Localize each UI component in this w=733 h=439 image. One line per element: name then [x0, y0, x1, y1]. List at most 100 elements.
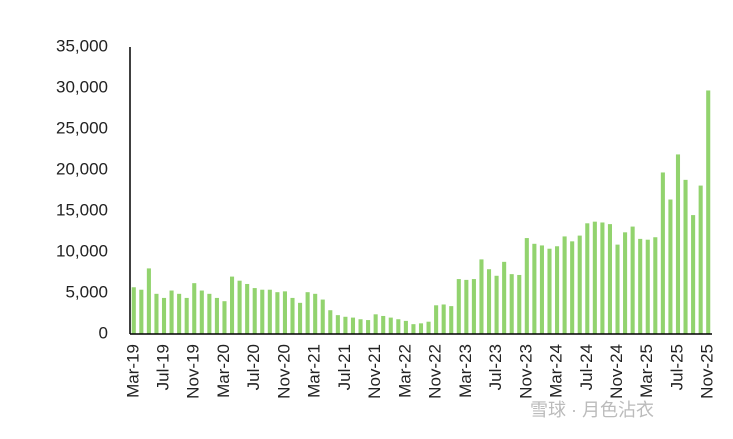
x-tick-label: Nov-22 — [426, 344, 445, 399]
y-tick-label: 15,000 — [56, 200, 108, 219]
bar — [539, 245, 544, 334]
bar — [479, 259, 484, 334]
x-tick-label: Mar-23 — [456, 344, 475, 398]
bar — [335, 315, 340, 334]
x-tick-label: Nov-23 — [516, 344, 535, 399]
bar — [131, 287, 136, 334]
bar — [343, 316, 348, 334]
y-tick-label: 25,000 — [56, 118, 108, 137]
bar — [426, 321, 431, 334]
bar — [282, 291, 287, 334]
bar — [411, 324, 416, 334]
bar — [184, 297, 189, 334]
x-tick-label: Jul-23 — [486, 344, 505, 390]
bar — [434, 305, 439, 334]
y-tick-label: 5,000 — [65, 282, 108, 301]
bar — [388, 317, 393, 334]
bar — [177, 293, 182, 334]
bar — [290, 297, 295, 334]
bar — [313, 293, 318, 334]
bar — [214, 297, 219, 334]
bar — [517, 274, 522, 334]
bar — [698, 185, 703, 334]
bar — [645, 239, 650, 334]
x-tick-label: Nov-19 — [184, 344, 203, 399]
bar — [524, 238, 529, 334]
bar — [660, 172, 665, 334]
x-tick-label: Jul-19 — [153, 344, 172, 390]
bar — [403, 320, 408, 334]
bar — [562, 236, 567, 334]
bar — [502, 261, 507, 334]
bar — [267, 289, 272, 334]
bar — [161, 297, 167, 334]
x-tick-label: Jul-20 — [244, 344, 263, 390]
bar — [509, 274, 514, 334]
bar — [471, 279, 476, 334]
bar — [245, 283, 250, 334]
y-tick-label: 30,000 — [56, 77, 108, 96]
x-tick-label: Mar-22 — [395, 344, 414, 398]
bar — [683, 179, 688, 334]
bar — [139, 289, 144, 334]
bar — [600, 222, 605, 334]
bar — [706, 90, 711, 335]
bar — [350, 317, 356, 334]
x-tick-label: Jul-25 — [667, 344, 686, 390]
y-tick-label: 20,000 — [56, 159, 108, 178]
bar — [199, 290, 204, 334]
bar — [237, 280, 242, 334]
x-tick-label: Mar-25 — [637, 344, 656, 398]
bar — [623, 232, 628, 334]
bar — [532, 243, 537, 334]
bar — [252, 288, 257, 334]
bar — [464, 279, 469, 334]
bar — [320, 299, 325, 334]
bar — [260, 289, 265, 334]
y-tick-label: 10,000 — [56, 241, 108, 260]
bar — [169, 290, 174, 334]
bar — [547, 248, 552, 334]
y-tick-label: 35,000 — [56, 36, 108, 55]
x-tick-label: Mar-20 — [214, 344, 233, 398]
x-tick-label: Mar-24 — [547, 344, 566, 398]
x-tick-label: Jul-21 — [335, 344, 354, 390]
bar — [486, 269, 492, 334]
bar — [366, 320, 371, 334]
bar — [449, 306, 454, 334]
bar — [207, 293, 212, 334]
bar — [396, 319, 401, 334]
bar — [381, 315, 386, 334]
bar — [456, 279, 461, 334]
bar — [607, 224, 613, 334]
x-tick-label: Mar-21 — [305, 344, 324, 398]
bar — [630, 226, 635, 334]
bar — [222, 301, 227, 334]
bar — [229, 276, 235, 334]
bar — [358, 319, 363, 334]
bar — [653, 237, 658, 334]
bar — [298, 302, 303, 334]
bar — [494, 275, 499, 334]
bar — [675, 154, 681, 334]
x-tick-label: Nov-25 — [698, 344, 717, 399]
x-tick-label: Nov-21 — [365, 344, 384, 399]
watermark: 雪球 · 月色沾衣 — [530, 400, 654, 420]
bar — [146, 268, 151, 334]
y-tick-label: 0 — [99, 323, 108, 342]
bar — [275, 292, 280, 334]
bar — [192, 283, 197, 334]
bar — [418, 323, 424, 334]
bar — [555, 246, 560, 334]
x-tick-label: Jul-24 — [577, 344, 596, 390]
bar — [441, 304, 446, 334]
x-tick-label: Nov-20 — [274, 344, 293, 399]
bar — [615, 244, 620, 334]
bar — [570, 241, 575, 334]
bar — [577, 235, 582, 334]
bar — [585, 223, 590, 334]
bar — [328, 310, 333, 334]
bar — [305, 292, 310, 334]
x-tick-label: Mar-19 — [123, 344, 142, 398]
